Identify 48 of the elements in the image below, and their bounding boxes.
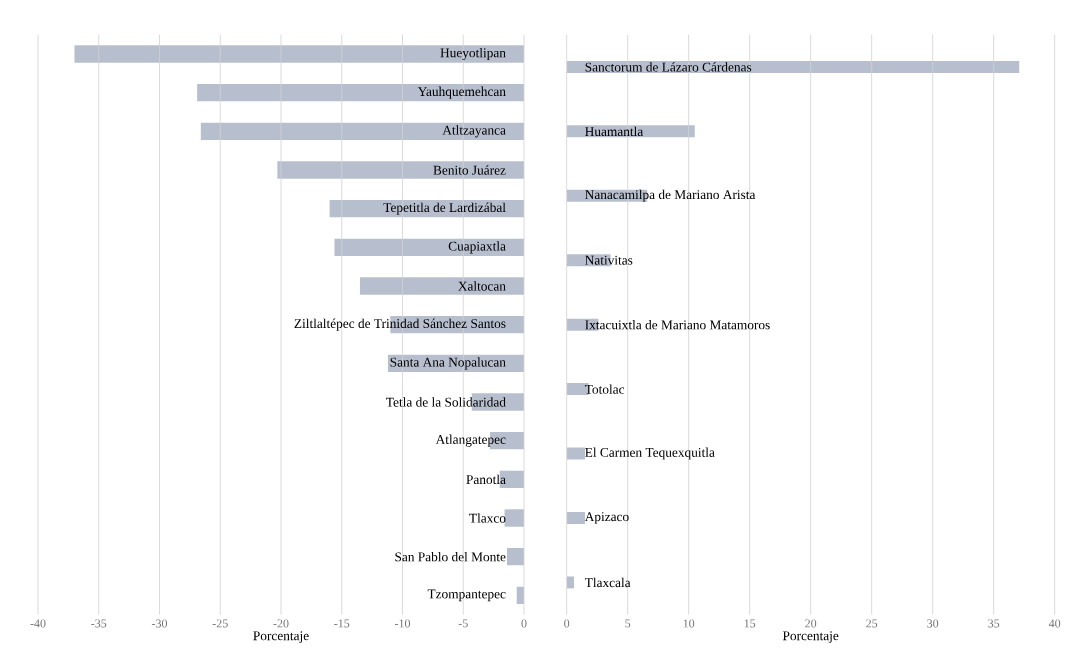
y-tick-label: El Carmen Tequexquitla	[585, 447, 715, 460]
y-tick-label: Atlangatepec	[435, 434, 506, 447]
x-tick-label: 0	[564, 619, 570, 628]
bar	[566, 447, 585, 460]
y-tick-label: Huamantla	[585, 126, 644, 137]
y-tick-label: Xaltocan	[458, 281, 506, 291]
x-tick-label: 25	[866, 619, 878, 628]
y-tick-label: Tlaxco	[469, 513, 506, 523]
x-tick-label: -20	[273, 619, 289, 628]
y-tick-label: Tlaxcala	[584, 577, 631, 588]
y-tick-label: San Pablo del Monte	[395, 551, 506, 562]
bar	[566, 512, 585, 525]
y-tick-label: Totolac	[584, 384, 625, 394]
y-tick-label: Atltzayanca	[442, 125, 506, 138]
y-tick-label: Santa Ana Nopalucan	[390, 357, 506, 370]
bar	[566, 60, 1020, 73]
x-tick-label: 15	[744, 619, 756, 628]
y-tick-label: Sanctorum de Lázaro Cárdenas	[585, 62, 752, 72]
y-tick-label: Yauhquemehcan	[417, 86, 506, 99]
y-tick-label: Nanacamilpa de Mariano Arista	[585, 189, 756, 202]
x-tick-label: 35	[988, 619, 1000, 628]
y-tick-label: Nativitas	[585, 255, 633, 265]
x-tick-label: 0	[521, 619, 527, 628]
y-tick-label: Ziltlaltépec de Trinidad Sánchez Santos	[294, 318, 506, 331]
x-tick-label: 5	[625, 619, 631, 628]
x-tick-label: -25	[212, 619, 228, 628]
y-tick-label: Apizaco	[584, 512, 629, 524]
x-tick-label: -40	[30, 619, 46, 628]
y-tick-label: Panotla	[466, 474, 506, 485]
x-axis-title: Porcentaje	[782, 631, 839, 643]
x-axis-title: Porcentaje	[253, 631, 309, 643]
x-tick-label: -35	[91, 619, 107, 628]
y-tick-label: Cuapiaxtla	[448, 241, 506, 254]
x-tick-label: -5	[458, 619, 468, 628]
x-tick-label: 30	[927, 619, 939, 628]
y-tick-label: Ixtacuixtla de Mariano Matamoros	[585, 319, 770, 330]
y-tick-label: Tzompantepec	[427, 589, 506, 602]
bar	[566, 576, 574, 589]
x-tick-label: 20	[805, 619, 817, 628]
y-tick-label: Benito Juárez	[433, 165, 506, 175]
x-tick-label: 40	[1048, 619, 1061, 628]
x-tick-label: -15	[334, 619, 350, 628]
y-tick-label: Hueyotlipan	[440, 47, 506, 61]
x-tick-label: -10	[394, 619, 411, 628]
y-tick-label: Tetla de la Solidaridad	[386, 397, 506, 407]
y-tick-label: Tepetitla de Lardizábal	[383, 202, 506, 215]
x-tick-label: 10	[683, 619, 695, 628]
x-tick-label: -30	[151, 619, 168, 628]
